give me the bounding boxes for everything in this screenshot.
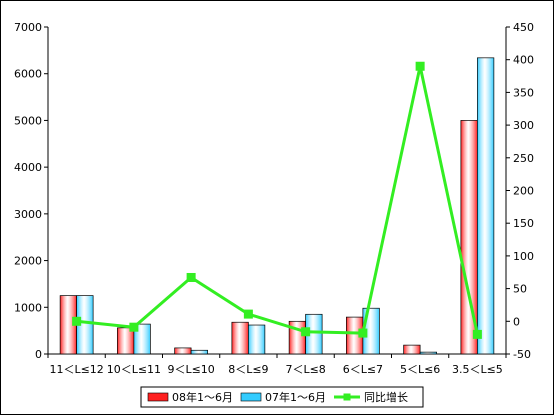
bar-series-2 bbox=[248, 324, 266, 355]
legend: 08年1～6月 07年1～6月 同比增长 bbox=[140, 386, 424, 408]
bar-series-1 bbox=[403, 344, 421, 355]
y-tick-label-right: 0 bbox=[513, 315, 520, 328]
bar-series-2 bbox=[477, 57, 495, 355]
line-point bbox=[301, 327, 311, 337]
legend-marker-series-3 bbox=[343, 393, 351, 401]
bar-series-1 bbox=[117, 327, 135, 355]
legend-box bbox=[140, 386, 424, 408]
bar-series-2 bbox=[190, 349, 208, 355]
legend-label-series-2: 07年1～6月 bbox=[265, 390, 326, 404]
y-tick-label-right: 50 bbox=[513, 283, 527, 296]
y-tick-label-left: 0 bbox=[35, 348, 42, 361]
y-tick-label-right: -50 bbox=[513, 348, 531, 361]
axes-layer: 0 1000 2000 3000 4000 5000 6000 7000 -50 0 50 100 15… bbox=[14, 21, 534, 376]
y-tick-label-right: 300 bbox=[513, 119, 534, 132]
bar-series-1 bbox=[174, 347, 192, 355]
x-tick-label: 11＜L≤12 bbox=[49, 363, 103, 376]
y-tick-label-right: 200 bbox=[513, 185, 534, 198]
y-tick-label-left: 7000 bbox=[14, 21, 42, 34]
line-point bbox=[472, 329, 482, 339]
x-tick-label: 7＜L≤8 bbox=[285, 363, 325, 376]
x-tick-label: 6＜L≤7 bbox=[343, 363, 383, 376]
line-point bbox=[243, 309, 253, 319]
bar-series-2 bbox=[419, 351, 437, 355]
y-tick-label-left: 5000 bbox=[14, 114, 42, 127]
legend-label-series-3: 同比增长 bbox=[364, 390, 408, 404]
line-layer bbox=[72, 61, 482, 339]
x-tick-label: 8＜L≤9 bbox=[228, 363, 268, 376]
y-tick-label-right: 100 bbox=[513, 250, 534, 263]
legend-swatch-series-1 bbox=[147, 392, 169, 402]
y-tick-label-right: 350 bbox=[513, 86, 534, 99]
x-tick-label: 5＜L≤6 bbox=[400, 363, 440, 376]
y-tick-label-left: 2000 bbox=[14, 255, 42, 268]
legend-swatch-series-2 bbox=[240, 392, 262, 402]
line-point bbox=[72, 316, 82, 326]
line-point bbox=[186, 272, 196, 282]
y-tick-label-left: 1000 bbox=[14, 301, 42, 314]
line-point bbox=[129, 322, 139, 332]
y-tick-label-left: 3000 bbox=[14, 208, 42, 221]
y-tick-label-left: 4000 bbox=[14, 161, 42, 174]
y-tick-label-right: 150 bbox=[513, 217, 534, 230]
y-tick-label-right: 400 bbox=[513, 54, 534, 67]
line-point bbox=[415, 61, 425, 71]
y-tick-label-right: 450 bbox=[513, 21, 534, 34]
line-series-3 bbox=[76, 65, 479, 335]
line-point bbox=[358, 328, 368, 338]
x-tick-label: 9＜L≤10 bbox=[167, 363, 214, 376]
y-tick-label-right: 250 bbox=[513, 152, 534, 165]
bar-series-1 bbox=[231, 321, 249, 355]
y-tick-label-left: 6000 bbox=[14, 68, 42, 81]
legend-label-series-1: 08年1～6月 bbox=[172, 390, 233, 404]
bars-layer bbox=[59, 57, 495, 355]
x-tick-label: 3.5＜L≤5 bbox=[452, 363, 503, 376]
x-tick-label: 10＜L≤11 bbox=[107, 363, 161, 376]
